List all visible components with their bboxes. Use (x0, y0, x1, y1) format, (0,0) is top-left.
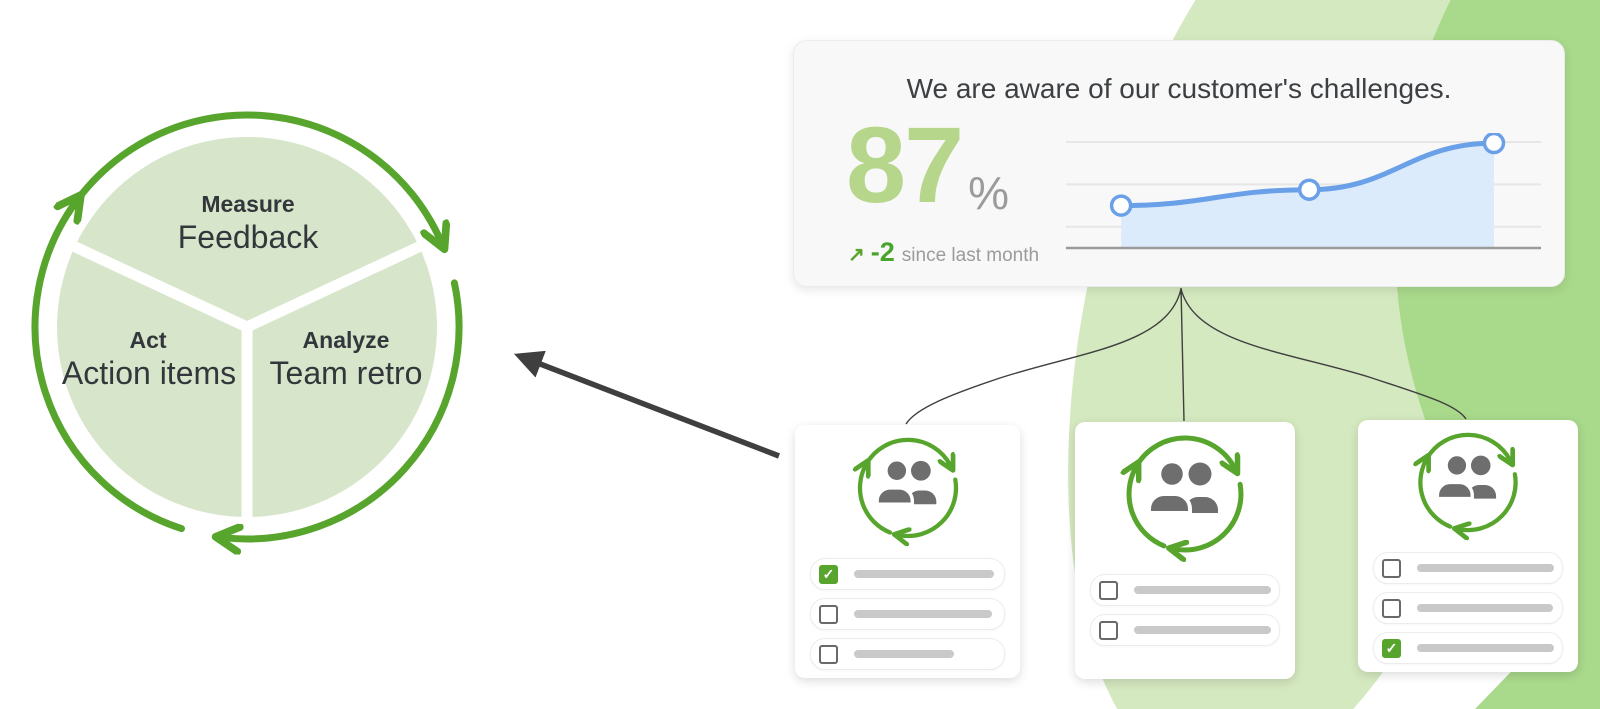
checklist-item (1090, 614, 1280, 646)
team-card-1: ✓ (795, 425, 1020, 678)
team-card-2 (1075, 422, 1295, 679)
checklist-item (1373, 552, 1563, 584)
checklist-item: ✓ (810, 558, 1005, 590)
checkbox-unchecked-icon (1099, 580, 1118, 600)
stat-card: We are aware of our customer's challenge… (793, 40, 1565, 287)
checkbox-unchecked-icon (1382, 598, 1401, 618)
checkbox-checked-icon: ✓ (1382, 638, 1401, 658)
segment-measure-sublabel: Feedback (178, 219, 320, 255)
stat-value-block: 87 % (846, 104, 1010, 225)
people-icon (874, 458, 936, 506)
team-cycle-icon (1403, 432, 1518, 542)
segment-analyze-label: Analyze (303, 327, 390, 353)
placeholder-text-bar (1417, 564, 1554, 572)
checklist (1090, 574, 1280, 646)
connector-right (1180, 288, 1467, 420)
cycle-diagram: Measure Feedback Act Action items Analyz… (31, 111, 463, 570)
checklist-item: ✓ (1373, 632, 1563, 664)
checklist-item (810, 638, 1005, 670)
segment-act-label: Act (129, 327, 166, 353)
checklist-item (810, 598, 1005, 630)
cycle-arrow-left (31, 202, 185, 533)
stat-unit: % (968, 167, 1010, 219)
checklist-item (1373, 592, 1563, 624)
stat-delta: -2 (870, 237, 895, 267)
checklist: ✓ (1373, 552, 1563, 664)
checklist-item (1090, 574, 1280, 606)
stat-card-title: We are aware of our customer's challenge… (906, 73, 1452, 104)
chart-data-point (1297, 178, 1321, 201)
connector-lines (905, 287, 1467, 425)
team-cycle-icon (1120, 435, 1244, 564)
chart-data-point (1482, 133, 1506, 155)
pie-dividers (72, 241, 422, 517)
team-card-3: ✓ (1358, 420, 1578, 672)
checkbox-unchecked-icon (1099, 620, 1118, 640)
checkbox-unchecked-icon (819, 644, 838, 664)
checkbox-unchecked-icon (819, 604, 838, 624)
placeholder-text-bar (1417, 644, 1554, 652)
placeholder-text-bar (1417, 604, 1553, 612)
segment-measure-label: Measure (201, 191, 294, 217)
stat-value: 87 (846, 104, 964, 225)
segment-act-sublabel: Action items (62, 355, 236, 391)
people-icon (1147, 459, 1218, 515)
chart-data-point (1109, 194, 1133, 217)
checklist: ✓ (810, 558, 1005, 670)
checkbox-checked-icon: ✓ (819, 564, 838, 584)
connector-left (905, 288, 1182, 425)
big-arrow (513, 350, 780, 459)
trend-up-icon: ↗ (848, 244, 865, 266)
connector-middle (1180, 287, 1185, 422)
trend-chart (1066, 133, 1541, 250)
placeholder-text-bar (1134, 586, 1271, 594)
placeholder-text-bar (1134, 626, 1271, 634)
stat-delta-row: ↗ -2 since last month (848, 237, 1039, 268)
placeholder-text-bar (854, 650, 954, 658)
placeholder-text-bar (854, 570, 994, 578)
cycle-arrow-top (63, 111, 441, 241)
cycle-arrow-right (225, 279, 463, 539)
cycle-arrows (31, 111, 463, 539)
checkbox-unchecked-icon (1382, 558, 1401, 578)
chart-data-points (1109, 133, 1506, 217)
segment-analyze-sublabel: Team retro (270, 355, 423, 391)
people-icon (1435, 453, 1497, 501)
team-cycle-icon (843, 437, 958, 548)
stat-delta-caption: since last month (901, 245, 1040, 266)
placeholder-text-bar (854, 610, 992, 618)
